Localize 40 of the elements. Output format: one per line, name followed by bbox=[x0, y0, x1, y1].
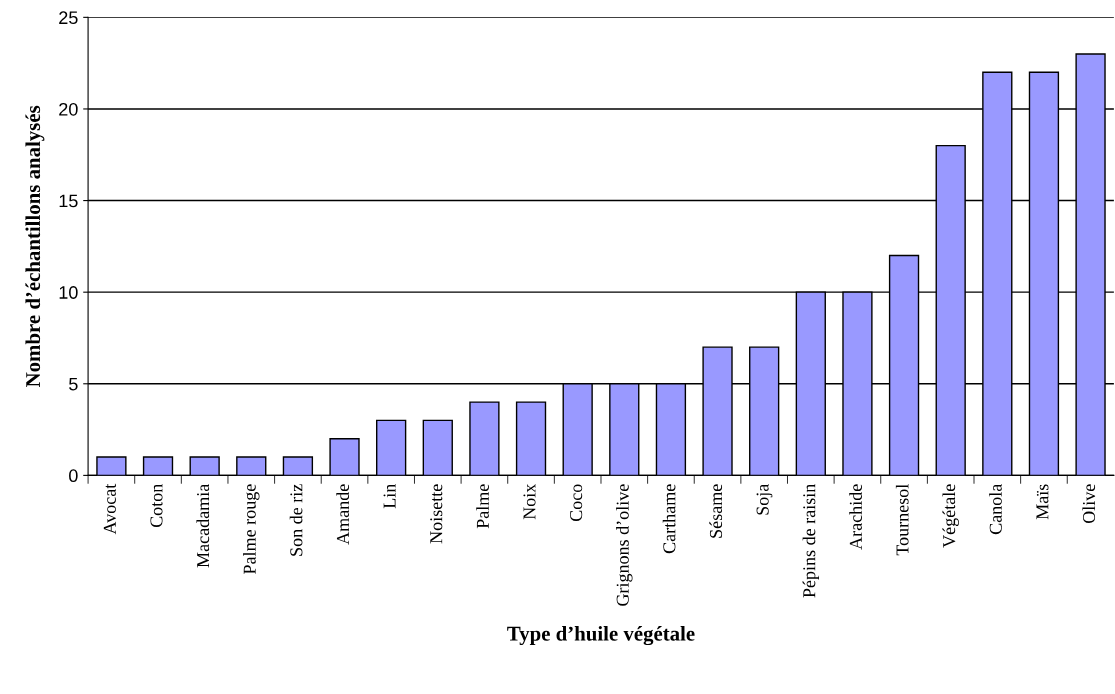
bar bbox=[236, 456, 267, 476]
x-tick-label: Carthame bbox=[662, 484, 676, 554]
x-tick-label: Palme bbox=[476, 484, 489, 529]
y-tick-label: 10 bbox=[59, 286, 78, 299]
x-tick-label: Palme rouge bbox=[243, 484, 260, 574]
y-tick-label: 20 bbox=[59, 102, 78, 116]
x-tick-label: Sésame bbox=[709, 484, 723, 538]
x-tick-label: Noisette bbox=[430, 484, 443, 544]
x-tick-label: Végétale bbox=[942, 484, 959, 548]
x-tick-label: Pépins de raisin bbox=[802, 484, 820, 598]
bar bbox=[515, 401, 547, 476]
x-tick-label: Arachide bbox=[849, 484, 862, 550]
bar bbox=[142, 456, 174, 476]
x-tick-label: Grignons d’olive bbox=[616, 484, 633, 606]
bar bbox=[189, 456, 220, 476]
x-tick-label: Tournesol bbox=[895, 484, 909, 556]
x-tick-label: Lin bbox=[383, 484, 396, 509]
y-tick-label: 5 bbox=[69, 377, 78, 391]
y-tick-label: 25 bbox=[59, 11, 78, 25]
x-axis-title: Type d’huile végétale bbox=[507, 626, 695, 646]
x-tick-label: Noix bbox=[523, 483, 536, 520]
x-tick-label: Avocat bbox=[103, 483, 116, 535]
y-tick-label: 0 bbox=[69, 469, 78, 483]
x-tick-label: Coton bbox=[150, 484, 163, 528]
bar bbox=[96, 456, 127, 476]
x-tick-label: Soja bbox=[756, 483, 773, 515]
bar bbox=[422, 419, 453, 476]
x-tick-label: Olive bbox=[1082, 484, 1096, 524]
y-tick-label: 15 bbox=[59, 194, 78, 208]
x-tick-label: Maïs bbox=[1036, 484, 1049, 520]
x-tick-label: Macadamia bbox=[196, 483, 210, 568]
bar bbox=[376, 419, 407, 476]
x-tick-label: Amande bbox=[336, 484, 350, 545]
x-tick-label: Canola bbox=[989, 483, 1002, 535]
bar bbox=[282, 456, 314, 476]
y-axis-title: Nombre d’échantillons analysés bbox=[25, 105, 45, 387]
x-tick-label: Son de riz bbox=[289, 484, 303, 556]
bar bbox=[329, 438, 360, 476]
x-tick-label: Coco bbox=[570, 484, 583, 522]
bar bbox=[469, 401, 500, 476]
